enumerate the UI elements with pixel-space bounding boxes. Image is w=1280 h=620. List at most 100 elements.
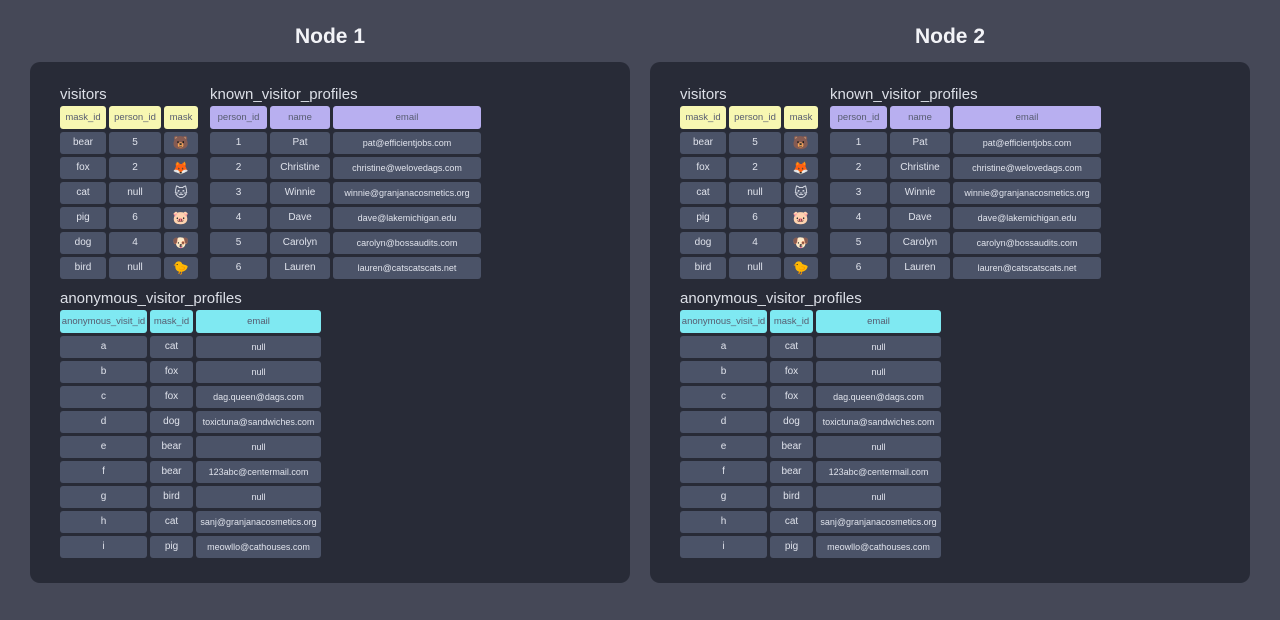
table-cell: 2 [830,157,887,179]
table-row: b fox null [60,361,602,383]
nodes-layout: Node 1 visitors mask_id person_id mask bear 5 🐻… [30,0,1250,583]
node-column-2: Node 2 visitors mask_id person_id mask bear 5 🐻… [650,0,1250,583]
table-row: c fox dag.queen@dags.com [680,386,1222,408]
table-cell: bird [680,257,726,279]
table-row: 4 Dave dave@lakemichigan.edu [210,207,481,229]
table-cell: a [680,336,767,358]
table-row: pig 6 🐷 [60,207,198,229]
email-cell: meowllo@cathouses.com [816,536,941,558]
table-cell: Pat [270,132,330,154]
table-row: 3 Winnie winnie@granjanacosmetics.org [830,182,1101,204]
table-anonymous_visitor_profiles: anonymous_visitor_profiles anonymous_visi… [680,290,1222,558]
table-cell: cat [770,336,813,358]
table-visitors: visitors mask_id person_id mask bear 5 🐻 fox 2 🦊 c… [60,86,198,279]
table-cell: 6 [830,257,887,279]
visitors-grid: mask_id person_id mask bear 5 🐻 fox 2 🦊 cat null 🐱 p… [60,106,198,279]
table-cell: 2 [729,157,781,179]
table-cell: fox [150,386,193,408]
mask-emoji: 🐤 [784,257,818,279]
table-cell: dog [770,411,813,433]
table-cell: 4 [210,207,267,229]
email-cell: lauren@catscatscats.net [333,257,481,279]
table-cell: Winnie [270,182,330,204]
table-cell: Winnie [890,182,950,204]
table-cell: null [109,182,161,204]
table-cell: bear [680,132,726,154]
table-row: d dog toxictuna@sandwiches.com [60,411,602,433]
table-cell: pig [770,536,813,558]
table-cell: fox [150,361,193,383]
email-cell: pat@efficientjobs.com [953,132,1101,154]
table-cell: 6 [210,257,267,279]
table-cell: bear [150,461,193,483]
table-cell: e [680,436,767,458]
email-cell: dag.queen@dags.com [816,386,941,408]
table-cell: pig [680,207,726,229]
table-cell: bird [770,486,813,508]
table-visitors: visitors mask_id person_id mask bear 5 🐻 fox 2 🦊 c… [680,86,818,279]
email-cell: null [196,486,321,508]
table-row: 3 Winnie winnie@granjanacosmetics.org [210,182,481,204]
table-cell: 3 [210,182,267,204]
email-cell: sanj@granjanacosmetics.org [816,511,941,533]
table-cell: 5 [830,232,887,254]
table-cell: 1 [210,132,267,154]
header-row: anonymous_visit_id mask_id email [680,310,1222,333]
table-cell: d [680,411,767,433]
table-title-known_visitor_profiles: known_visitor_profiles [210,86,358,103]
table-cell: f [60,461,147,483]
node-panel: visitors mask_id person_id mask bear 5 🐻 fox 2 🦊 c… [30,62,630,583]
column-header-email: email [333,106,481,129]
table-row: 2 Christine christine@welovedags.com [210,157,481,179]
mask-emoji: 🦊 [164,157,198,179]
table-cell: 2 [210,157,267,179]
table-row: a cat null [60,336,602,358]
table-cell: g [60,486,147,508]
header-row: mask_id person_id mask [680,106,818,129]
column-header-name: name [270,106,330,129]
table-cell: fox [770,386,813,408]
table-cell: c [60,386,147,408]
table-cell: Pat [890,132,950,154]
column-header-email: email [196,310,321,333]
table-row: h cat sanj@granjanacosmetics.org [60,511,602,533]
table-cell: c [680,386,767,408]
table-cell: h [60,511,147,533]
email-cell: null [196,361,321,383]
email-cell: 123abc@centermail.com [196,461,321,483]
email-cell: carolyn@bossaudits.com [333,232,481,254]
table-cell: a [60,336,147,358]
table-cell: dog [60,232,106,254]
column-header-anonymous_visit_id: anonymous_visit_id [680,310,767,333]
table-title-visitors: visitors [680,86,727,103]
table-cell: 4 [830,207,887,229]
mask-emoji: 🐶 [784,232,818,254]
table-row: 6 Lauren lauren@catscatscats.net [210,257,481,279]
table-cell: f [680,461,767,483]
table-row: bird null 🐤 [60,257,198,279]
table-known_visitor_profiles: known_visitor_profiles person_id name email… [210,86,481,279]
anonymous_visitor_profiles-grid: anonymous_visit_id mask_id email a cat null b f… [680,310,1222,558]
table-row: fox 2 🦊 [60,157,198,179]
table-title-anonymous_visitor_profiles: anonymous_visitor_profiles [60,290,242,307]
table-cell: h [680,511,767,533]
table-cell: g [680,486,767,508]
table-row: 1 Pat pat@efficientjobs.com [210,132,481,154]
table-cell: bird [60,257,106,279]
mask-emoji: 🐷 [784,207,818,229]
top-tables-row: visitors mask_id person_id mask bear 5 🐻 fox 2 🦊 c… [680,86,1222,279]
table-row: pig 6 🐷 [680,207,818,229]
table-cell: Christine [890,157,950,179]
table-row: bear 5 🐻 [60,132,198,154]
table-row: fox 2 🦊 [680,157,818,179]
table-cell: 4 [109,232,161,254]
email-cell: toxictuna@sandwiches.com [816,411,941,433]
mask-emoji: 🐱 [784,182,818,204]
table-cell: bear [150,436,193,458]
table-cell: pig [60,207,106,229]
table-row: f bear 123abc@centermail.com [680,461,1222,483]
table-row: a cat null [680,336,1222,358]
email-cell: sanj@granjanacosmetics.org [196,511,321,533]
table-known_visitor_profiles: known_visitor_profiles person_id name email… [830,86,1101,279]
email-cell: pat@efficientjobs.com [333,132,481,154]
